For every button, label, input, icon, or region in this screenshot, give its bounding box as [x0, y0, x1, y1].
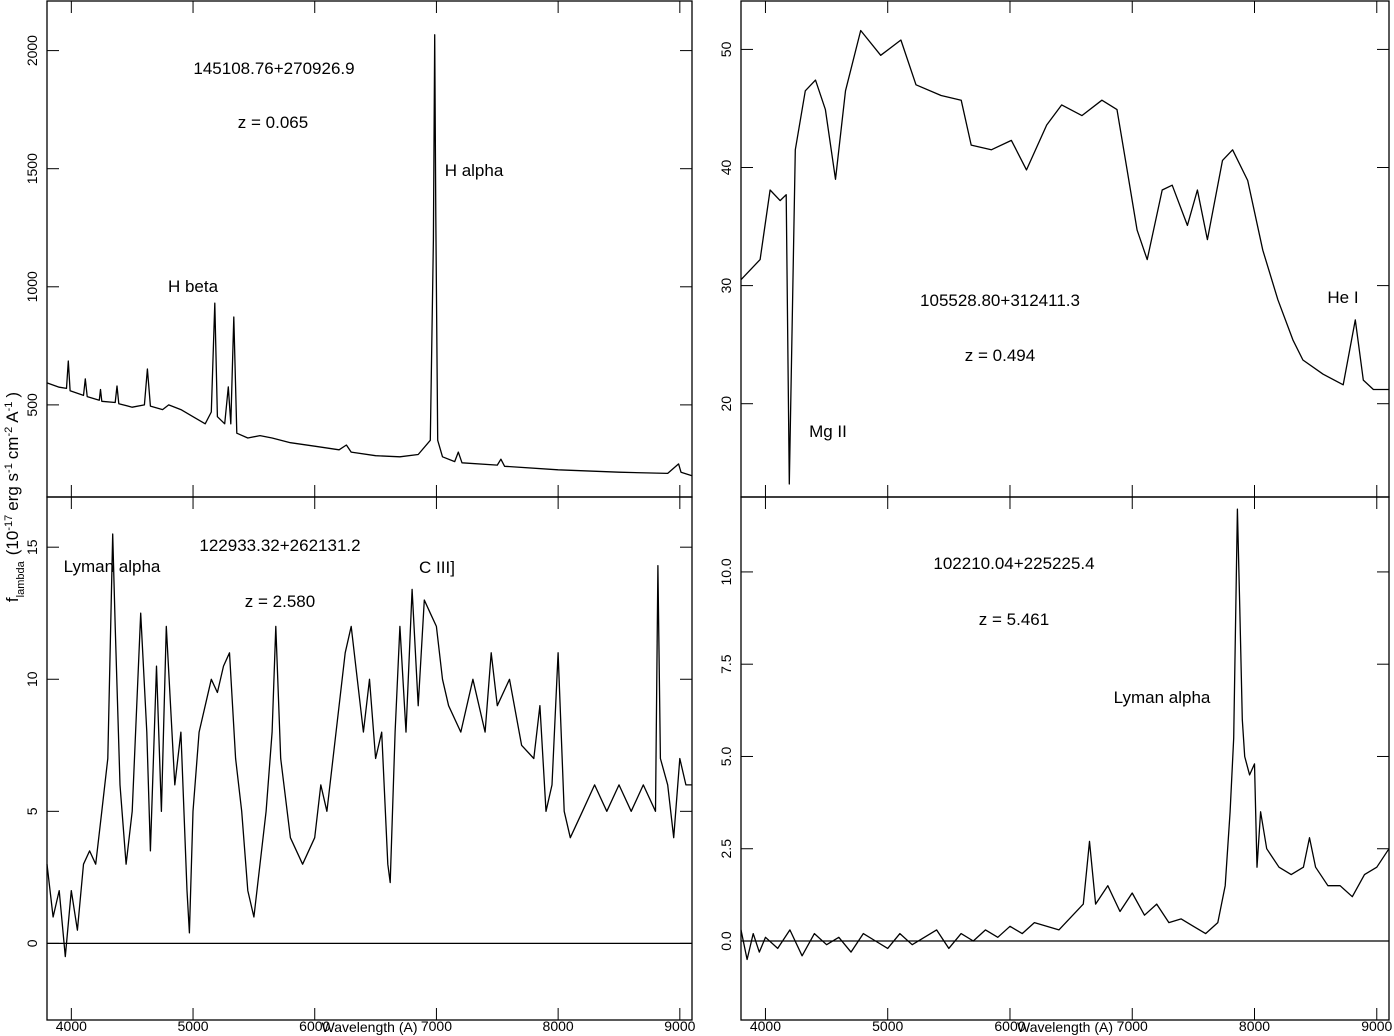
redshift: z = 0.494 — [965, 346, 1035, 365]
y-tick-label: 1000 — [24, 271, 40, 302]
y-tick-label: 10.0 — [718, 558, 734, 585]
spectrum — [46, 533, 692, 958]
x-tick-label: 4000 — [750, 1018, 781, 1034]
plot-frame — [46, 496, 693, 1021]
y-label-part: cm — [3, 437, 22, 460]
y-tick-label: 0.0 — [718, 931, 734, 951]
object-name: 105528.80+312411.3 — [920, 291, 1080, 310]
y-tick-label: 2.5 — [718, 839, 734, 859]
y-tick-label: 500 — [24, 393, 40, 417]
spectrum — [46, 34, 693, 477]
y-tick-label: 40 — [718, 160, 734, 176]
x-tick-label: 6000 — [299, 1018, 330, 1034]
y-tick-label: 50 — [718, 41, 734, 57]
y-label-part: f — [3, 597, 22, 602]
y-tick-label: 1500 — [24, 153, 40, 184]
spectrum — [740, 29, 1389, 485]
line-label: Lyman alpha — [64, 557, 161, 576]
y-tick-label: 5 — [24, 807, 40, 815]
x-tick-label: 7000 — [421, 1018, 452, 1034]
y-tick-label: 2000 — [24, 35, 40, 66]
y-tick-label: 15 — [24, 539, 40, 555]
y-label-part: (10 — [3, 531, 22, 556]
x-tick-label: 4000 — [56, 1018, 87, 1034]
y-tick-label: 30 — [718, 278, 734, 294]
y-tick-label: 0 — [24, 939, 40, 947]
redshift: z = 2.580 — [245, 592, 315, 611]
plot-frame — [740, 496, 1390, 1021]
plot-frame — [46, 0, 693, 498]
y-label-part: A — [3, 411, 22, 423]
y-tick-label: 10 — [24, 671, 40, 687]
x-axis-label: Wavelength (A) — [322, 1019, 418, 1035]
x-tick-label: 5000 — [872, 1018, 903, 1034]
y-label-part: ) — [3, 392, 22, 398]
x-tick-label: 5000 — [177, 1018, 208, 1034]
y-label-part: -1 — [3, 463, 15, 473]
x-tick-label: 8000 — [543, 1018, 574, 1034]
spectrum — [740, 508, 1390, 961]
y-tick-label: 7.5 — [718, 654, 734, 674]
redshift: z = 0.065 — [238, 113, 308, 132]
line-label: Lyman alpha — [1114, 688, 1211, 707]
line-label: C III] — [419, 558, 455, 577]
y-label-part: -2 — [3, 427, 15, 437]
x-tick-label: 8000 — [1239, 1018, 1270, 1034]
y-label-part: erg s — [3, 473, 22, 511]
line-label: H beta — [168, 277, 219, 296]
x-tick-label: 9000 — [1361, 1018, 1392, 1034]
y-tick-label: 20 — [718, 396, 734, 412]
x-tick-label: 6000 — [994, 1018, 1025, 1034]
x-axis-label: Wavelength (A) — [1017, 1019, 1113, 1035]
object-name: 145108.76+270926.9 — [193, 59, 354, 78]
y-label-part: -1 — [3, 402, 15, 412]
y-label-part: lambda — [15, 560, 27, 597]
line-label: Mg II — [809, 422, 847, 441]
y-tick-label: 5.0 — [718, 747, 734, 767]
redshift: z = 5.461 — [979, 610, 1049, 629]
y-label-part: -17 — [3, 515, 15, 531]
x-tick-label: 9000 — [664, 1018, 695, 1034]
y-axis-label: flambda(10-17erg s-1cm-2A-1) — [3, 392, 27, 602]
x-tick-label: 7000 — [1117, 1018, 1148, 1034]
line-label: H alpha — [445, 161, 504, 180]
object-name: 122933.32+262131.2 — [199, 536, 360, 555]
object-name: 102210.04+225225.4 — [933, 554, 1094, 573]
line-label: He I — [1327, 288, 1358, 307]
